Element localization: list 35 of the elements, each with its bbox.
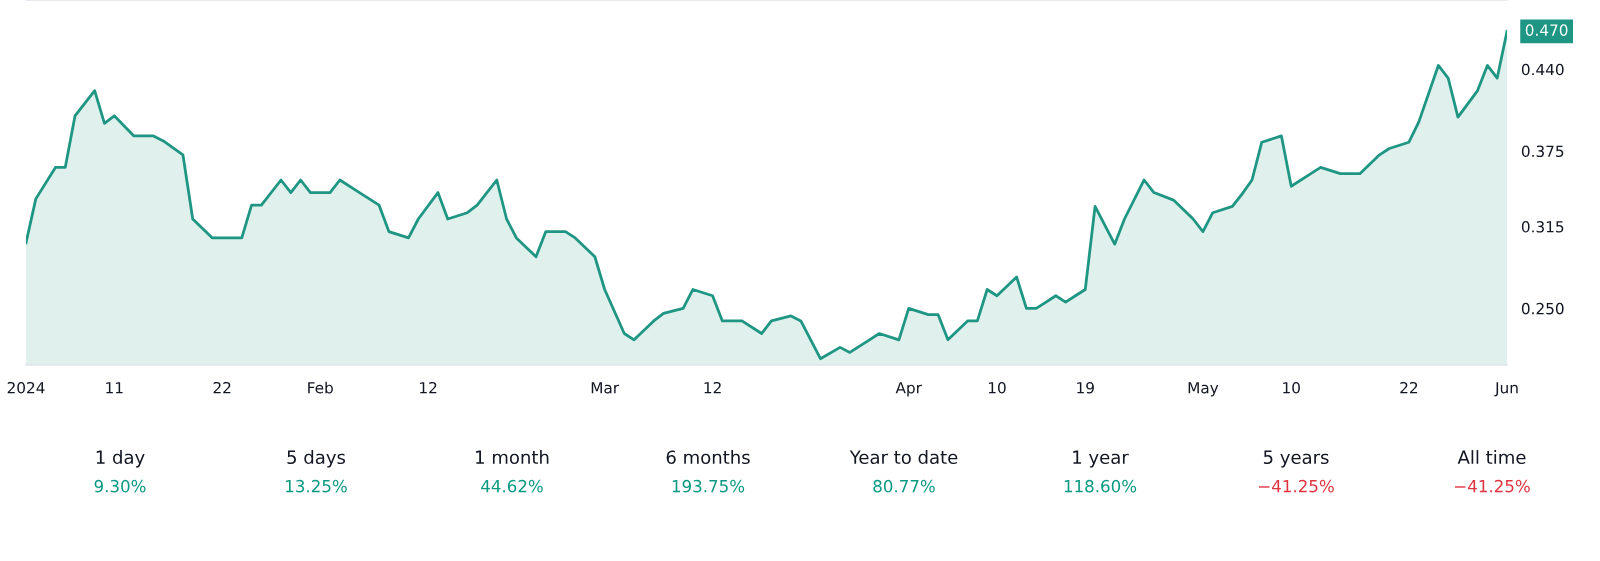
y-tick-label: 0.375 bbox=[1521, 145, 1564, 158]
x-tick-label: 10 bbox=[1283, 381, 1300, 394]
x-tick-label: Apr bbox=[895, 382, 922, 397]
x-tick-label: 22 bbox=[1400, 381, 1418, 394]
text: 193.75% bbox=[672, 479, 745, 493]
category-label: 5 years bbox=[1263, 450, 1329, 468]
x-tick-label: May bbox=[1188, 382, 1219, 397]
x-tick-label: 22 bbox=[213, 381, 231, 394]
annotation: 0.470 bbox=[1525, 24, 1568, 36]
x-tick-label: 2024 bbox=[7, 381, 45, 394]
x-tick-label: 19 bbox=[1077, 381, 1094, 394]
y-tick-label: 0.440 bbox=[1521, 63, 1564, 76]
x-tick-label: Feb bbox=[308, 381, 333, 394]
x-tick-label: 11 bbox=[106, 382, 123, 394]
y-tick-label: 0.250 bbox=[1521, 302, 1564, 315]
category-label: 5 days bbox=[287, 450, 346, 468]
category-label: 1 month bbox=[476, 450, 549, 465]
x-tick-label: 12 bbox=[704, 381, 721, 394]
text: −41.25% bbox=[1455, 479, 1530, 493]
text: −41.25% bbox=[1259, 479, 1334, 493]
x-tick-label: Jun bbox=[1494, 382, 1518, 397]
y-tick-label: 0.315 bbox=[1521, 221, 1564, 233]
text: 80.77% bbox=[873, 479, 935, 493]
category-label: All time bbox=[1457, 450, 1526, 465]
category-label: 1 day bbox=[96, 450, 145, 468]
x-tick-label: 12 bbox=[420, 381, 437, 394]
text: 118.60% bbox=[1064, 479, 1137, 493]
category-label: Year to date bbox=[849, 450, 958, 465]
text: 44.62% bbox=[481, 479, 543, 493]
text: 9.30% bbox=[94, 479, 146, 493]
category-label: 1 year bbox=[1073, 450, 1129, 468]
x-tick-label: 10 bbox=[988, 381, 1006, 394]
text: 13.25% bbox=[286, 479, 347, 493]
category-label: 6 months bbox=[666, 450, 750, 465]
x-tick-label: Mar bbox=[591, 382, 620, 394]
